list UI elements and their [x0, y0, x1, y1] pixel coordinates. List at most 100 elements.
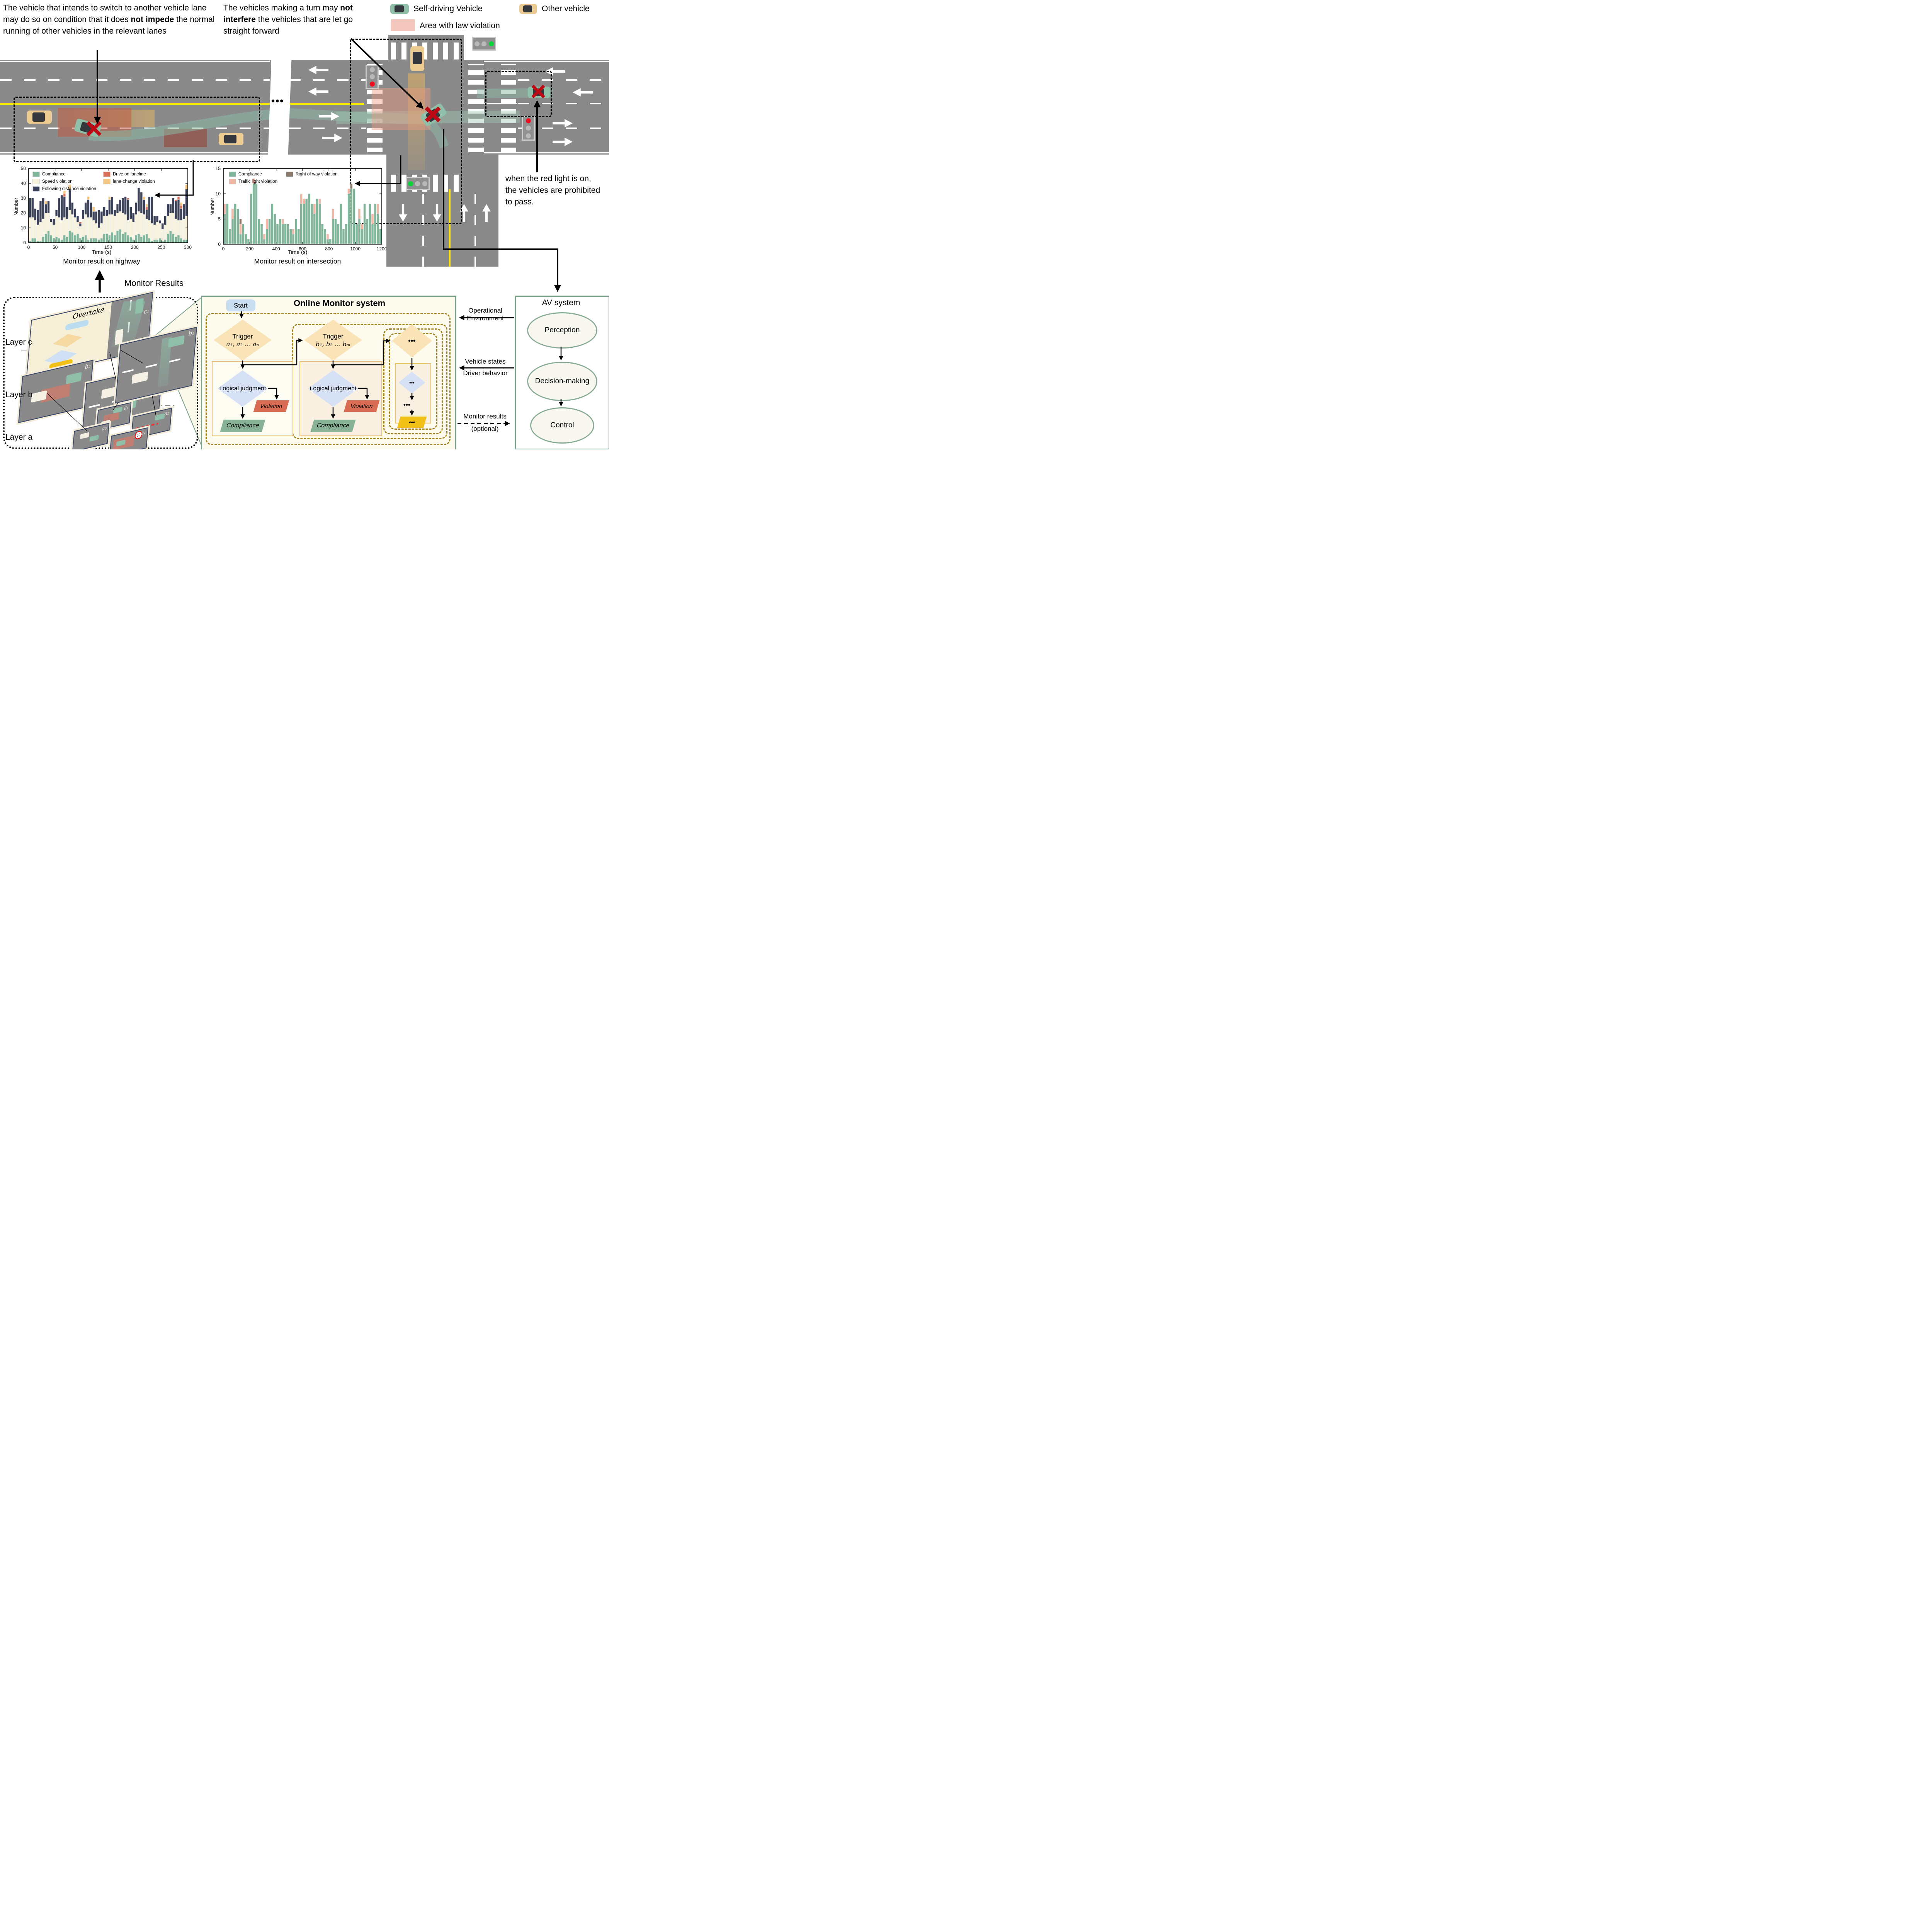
bar-segment	[180, 202, 182, 206]
legend-swatch	[229, 172, 236, 177]
legend-entry: Speed violation	[42, 179, 73, 184]
layer-a2-label: a₂	[164, 410, 170, 417]
bar-segment	[114, 210, 116, 216]
other-vehicle-highway-1	[27, 111, 52, 124]
bar-segment	[318, 199, 321, 204]
bar-segment	[252, 178, 255, 184]
result-more-node: •••	[397, 417, 427, 428]
bar-segment	[169, 204, 172, 213]
trigger-a-title: Trigger	[232, 332, 253, 340]
x-tick-label: 250	[157, 245, 165, 250]
bar-segment	[358, 209, 361, 219]
y-tick-label: 50	[21, 166, 26, 171]
layer-a4-label: a₄	[140, 429, 146, 437]
bar-segment	[53, 219, 55, 225]
road-edge-line	[484, 61, 609, 62]
highway-rule-pre: The vehicle that intends to switch to an…	[3, 3, 207, 24]
legend-violation-area-swatch	[391, 19, 415, 31]
bar-segment	[90, 202, 92, 218]
bar-segment	[60, 195, 63, 221]
y-tick-label: 30	[21, 196, 26, 201]
violation-node-1: Violation	[253, 400, 289, 412]
road-edge-line	[0, 152, 270, 153]
x-tick-label: 200	[246, 246, 253, 250]
bar-segment	[100, 211, 103, 224]
traffic-light-north-icon	[472, 37, 496, 51]
bar-segment	[182, 204, 185, 219]
operational-environment-label: Operational Environment	[467, 307, 504, 322]
y-tick-label: 15	[216, 166, 221, 171]
lane-dash	[518, 79, 609, 81]
bar-segment	[111, 196, 114, 215]
chart-intersection-title: Monitor result on intersection	[254, 257, 341, 265]
av-system-title: AV system	[542, 298, 580, 307]
bar-segment	[164, 216, 167, 225]
layer-c-panel-label: c₁	[143, 307, 150, 316]
bar-segment	[376, 204, 379, 214]
bar-segment	[361, 224, 363, 230]
legend-violation-area-label: Area with law violation	[420, 21, 500, 30]
road-break-dots: •••	[271, 95, 284, 107]
bar-segment	[95, 211, 98, 224]
legend-other-vehicle-label: Other vehicle	[542, 4, 590, 13]
chart-intersection-plot: 0 200 400 600 800 1000 1200 0 5 10 15	[216, 166, 387, 252]
lane-dash	[422, 176, 424, 267]
chart-highway-xlabel: Time (s)	[92, 249, 112, 255]
bar-segment	[172, 198, 175, 213]
legend-self-driving-label: Self-driving Vehicle	[413, 4, 483, 13]
chart-highway-legend: Compliance Speed violation Following dis…	[32, 172, 155, 194]
yellow-center-line	[0, 103, 270, 105]
bar-segment	[79, 221, 82, 224]
bar-segment	[34, 208, 37, 221]
layer-c-label: Layer c	[5, 338, 32, 347]
bar-segment	[68, 184, 71, 190]
chart-highway-plot: 0 50 100 150 200 250 300 0 10 20 30 40 50	[21, 166, 192, 250]
bar-segment	[347, 189, 350, 194]
bar-segment	[161, 223, 164, 230]
mini-start-node	[65, 319, 89, 331]
x-tick-label: 0	[27, 245, 30, 250]
bar-segment	[313, 204, 316, 214]
bar-segment	[127, 198, 129, 200]
legend-swatch	[229, 179, 236, 184]
bar-segment	[76, 216, 79, 222]
bar-segment	[167, 204, 169, 216]
bar-segment	[119, 199, 122, 212]
lane-dash	[518, 128, 609, 129]
lane-dash	[518, 103, 609, 104]
y-tick-label: 10	[21, 225, 26, 231]
bar-segment	[74, 208, 77, 218]
driver-behavior-label: Driver behavior	[463, 369, 508, 377]
legend-entry: Drive on laneline	[113, 172, 146, 177]
monitor-results-optional-label: Monitor results (optional)	[457, 413, 513, 433]
highway-rule-text: The vehicle that intends to switch to an…	[3, 2, 220, 37]
mini-car-white	[131, 371, 148, 384]
bar-segment	[42, 198, 44, 219]
more-dots: •••	[403, 401, 410, 408]
bar-segment	[132, 213, 135, 222]
bar-segment	[63, 190, 66, 194]
bar-segment	[47, 201, 50, 213]
bar-segment	[140, 192, 143, 213]
bar-segment	[371, 214, 374, 224]
bar-segment	[263, 234, 266, 240]
bar-segment	[326, 234, 329, 240]
scenario-library-box	[3, 297, 198, 449]
bar-segment	[158, 220, 162, 224]
x-tick-label: 150	[104, 245, 112, 250]
mini-car-white	[114, 328, 124, 345]
bar-segment	[103, 207, 105, 216]
decision-making-node: Decision-making	[527, 362, 597, 401]
legend-swatch	[103, 172, 111, 177]
bar-segment	[143, 196, 145, 200]
legend-swatch	[32, 172, 40, 177]
east-monitor-dashed-box	[485, 71, 552, 117]
bar-segment	[151, 196, 153, 224]
bar-segment	[116, 204, 119, 213]
lane-dash	[0, 128, 270, 129]
bar-segment	[303, 199, 305, 204]
bar-segment	[84, 202, 87, 215]
bar-segment	[71, 202, 74, 215]
monitor-block-3	[395, 363, 431, 423]
layer-b1-label: b₁	[188, 329, 195, 338]
